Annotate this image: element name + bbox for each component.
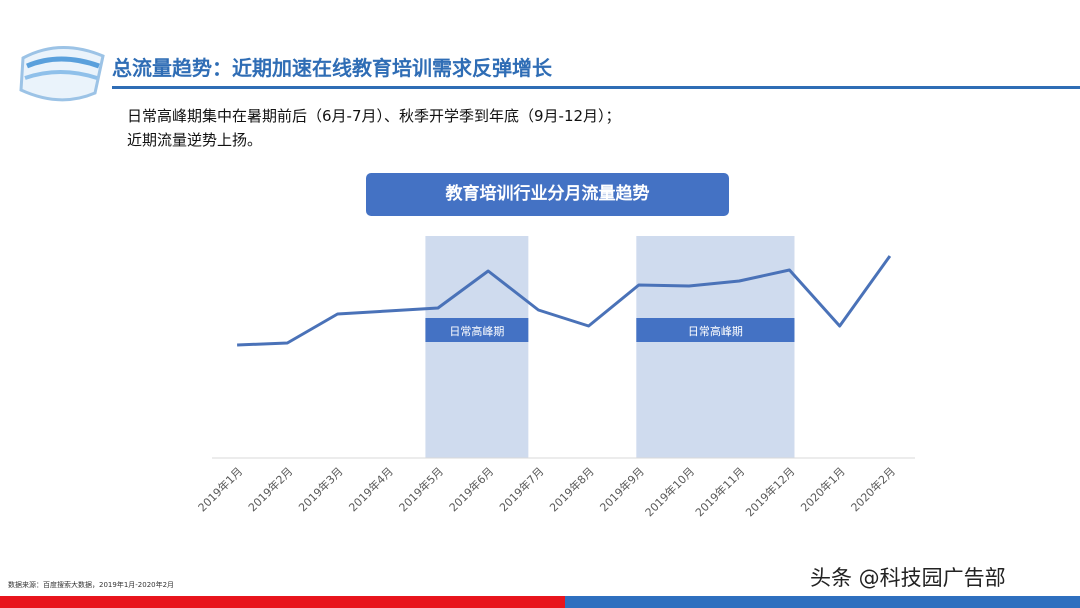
x-tick-label: 2019年7月 bbox=[496, 464, 546, 514]
highlight-label: 日常高峰期 bbox=[449, 324, 504, 338]
highlight-label: 日常高峰期 bbox=[688, 324, 743, 338]
x-tick-label: 2019年6月 bbox=[446, 464, 496, 514]
watermark: 头条 @科技园广告部 bbox=[810, 566, 1006, 590]
footer-bar bbox=[565, 596, 1080, 608]
chart-title: 教育培训行业分月流量趋势 bbox=[366, 173, 729, 216]
x-tick-label: 2019年3月 bbox=[295, 464, 345, 514]
x-tick-label: 2019年11月 bbox=[692, 464, 747, 519]
summary-line: 近期流量逆势上扬。 bbox=[127, 131, 263, 149]
x-tick-label: 2019年1月 bbox=[195, 464, 245, 514]
x-tick-label: 2019年10月 bbox=[642, 464, 697, 519]
x-tick-label: 2020年2月 bbox=[848, 464, 898, 514]
source: 数据来源：百度搜索大数据，2019年1月-2020年2月 bbox=[8, 581, 175, 589]
line bbox=[237, 255, 892, 347]
summary: 日常高峰期集中在暑期前后（6月-7月）、秋季开学季到年底（9月-12月）； 近期… bbox=[127, 104, 621, 152]
x-tick-label: 2019年5月 bbox=[396, 464, 446, 514]
x-tick-label: 2019年4月 bbox=[346, 464, 396, 514]
highlight-label-box bbox=[636, 318, 795, 342]
x-tick-label: 2020年1月 bbox=[798, 464, 848, 514]
highlight-band bbox=[425, 236, 529, 458]
footer-bar bbox=[0, 596, 565, 608]
highlight-band bbox=[636, 236, 795, 458]
highlight-label-box bbox=[425, 318, 529, 342]
x-tick-label: 2019年9月 bbox=[597, 464, 647, 514]
x-tick-label: 2019年8月 bbox=[547, 464, 597, 514]
logo-icon bbox=[19, 46, 105, 102]
slide-title: 总流量趋势：近期加速在线教育培训需求反弹增长 bbox=[112, 56, 552, 80]
summary-line: 日常高峰期集中在暑期前后（6月-7月）、秋季开学季到年底（9月-12月）； bbox=[127, 107, 621, 125]
title-rule bbox=[112, 86, 1080, 89]
x-tick-label: 2019年12月 bbox=[742, 464, 797, 519]
x-tick-label: 2019年2月 bbox=[245, 464, 295, 514]
